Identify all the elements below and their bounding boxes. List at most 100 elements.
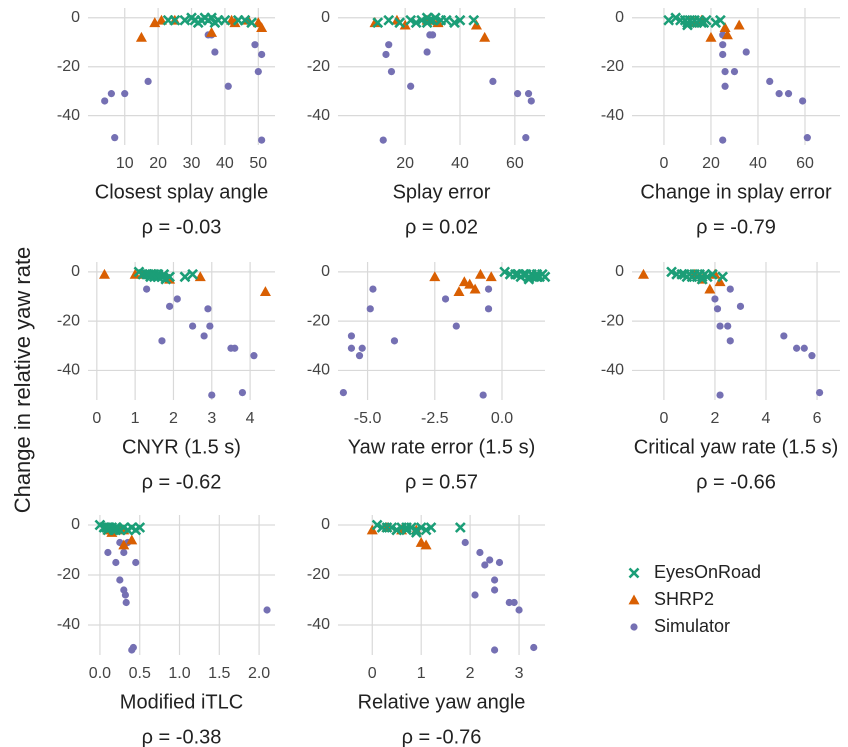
point	[539, 271, 551, 283]
panel: 0 -20 -40 10 20 30 40 50 Closest splay angle ρ = …	[57, 8, 275, 238]
point	[530, 643, 538, 652]
point	[716, 322, 724, 330]
y-tick-label: -40	[601, 107, 624, 124]
x-tick-label: 6	[813, 410, 822, 427]
x-tick-label: 0.5	[129, 665, 151, 682]
point	[258, 136, 266, 144]
point	[711, 295, 719, 303]
y-tick-label: -40	[307, 362, 330, 379]
y-tick-label: 0	[615, 9, 624, 26]
point	[490, 576, 499, 584]
point	[471, 591, 479, 599]
shared-y-label: Change in relative yaw rate	[10, 247, 35, 514]
point	[246, 17, 258, 29]
point	[107, 90, 115, 98]
point	[716, 391, 724, 399]
point	[663, 14, 675, 26]
x-tick-label: 3	[515, 665, 524, 682]
panel: 0 -20 -40 -5.0 -2.5 0.0 Yaw rate error (1.5 s)…	[307, 262, 551, 493]
x-tick-label: 0	[92, 410, 101, 427]
point	[135, 31, 147, 42]
point	[118, 539, 130, 550]
point	[179, 14, 191, 26]
correlation: ρ = 0.02	[405, 216, 478, 238]
point	[121, 591, 129, 599]
point	[144, 77, 152, 85]
y-tick-label: -20	[57, 58, 80, 75]
x-tick-label: 20	[396, 155, 414, 172]
x-tick-label: 1	[131, 410, 140, 427]
y-tick-label: 0	[321, 9, 330, 26]
point	[714, 14, 726, 26]
point	[394, 17, 406, 29]
point	[355, 352, 364, 360]
legend-label: SHRP2	[654, 589, 714, 609]
point	[704, 283, 716, 294]
point	[513, 90, 522, 98]
point	[143, 268, 154, 280]
point	[742, 48, 750, 56]
point	[523, 273, 535, 285]
point	[391, 524, 403, 536]
point	[194, 271, 206, 282]
point	[733, 19, 745, 30]
point	[405, 14, 417, 26]
y-tick-label: -20	[307, 566, 330, 583]
y-tick-label: -20	[57, 566, 80, 583]
point	[101, 97, 109, 105]
point	[429, 12, 441, 24]
point	[490, 586, 499, 594]
legend-marker	[628, 594, 640, 605]
y-tick-label: -40	[57, 362, 80, 379]
point	[719, 50, 727, 59]
point	[219, 14, 231, 26]
y-tick-label: -20	[57, 312, 80, 329]
y-tick-label: -40	[307, 107, 330, 124]
point	[366, 305, 374, 313]
point	[204, 305, 212, 313]
y-tick-label: 0	[321, 263, 330, 280]
legend-label: Simulator	[654, 616, 730, 636]
point	[486, 556, 494, 564]
panel: 0 -20 -40 0 2 4 6 Critical yaw rate (1.5 s) ρ = …	[601, 262, 840, 493]
point	[187, 268, 199, 280]
point	[407, 82, 415, 90]
x-tick-label: 4	[246, 410, 255, 427]
point	[454, 14, 466, 26]
point	[721, 29, 733, 40]
point	[206, 322, 214, 330]
panel: 0 -20 -40 0.0 0.5 1.0 1.5 2.0 Modified iTLC ρ = -…	[57, 515, 275, 747]
x-tick-label: 2	[169, 410, 178, 427]
point	[476, 548, 484, 557]
panel: 0 -20 -40 0 1 2 3 Relative yaw angle ρ = -0.76	[307, 515, 545, 747]
point	[111, 134, 119, 142]
point	[250, 352, 258, 360]
x-tick-label: 4	[762, 410, 771, 427]
point	[721, 82, 729, 90]
point	[420, 539, 432, 550]
point	[416, 14, 428, 26]
y-tick-label: -20	[601, 312, 624, 329]
x-tick-label: 60	[796, 155, 814, 172]
point	[637, 268, 649, 279]
point	[717, 271, 729, 283]
point	[410, 527, 422, 538]
point	[479, 31, 491, 42]
point	[515, 606, 523, 614]
point	[784, 90, 793, 98]
point	[464, 278, 476, 289]
point	[793, 344, 801, 352]
point	[104, 548, 112, 557]
point	[339, 389, 347, 397]
point	[211, 48, 219, 56]
point	[369, 285, 377, 293]
x-tick-label: 1.0	[168, 665, 190, 682]
point	[387, 68, 396, 76]
y-tick-label: 0	[615, 263, 624, 280]
point	[766, 77, 774, 85]
point	[146, 268, 158, 280]
point	[441, 295, 450, 303]
x-tick-label: 1	[417, 665, 426, 682]
correlation: ρ = -0.38	[142, 726, 222, 747]
x-tick-label: 2.0	[248, 665, 270, 682]
